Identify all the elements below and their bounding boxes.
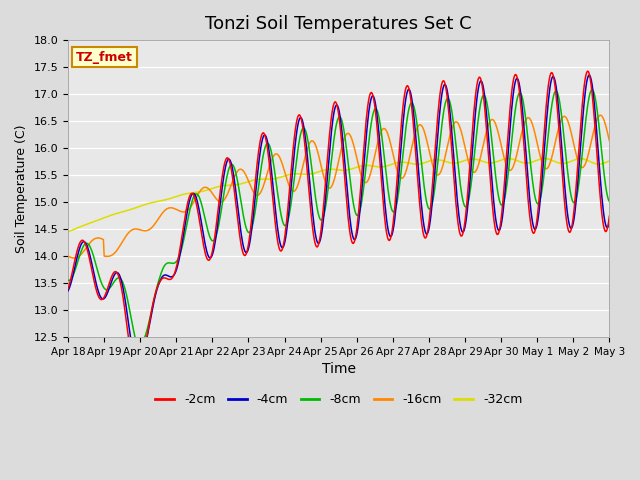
Y-axis label: Soil Temperature (C): Soil Temperature (C) <box>15 124 28 253</box>
Text: TZ_fmet: TZ_fmet <box>76 50 133 63</box>
Legend: -2cm, -4cm, -8cm, -16cm, -32cm: -2cm, -4cm, -8cm, -16cm, -32cm <box>150 388 527 411</box>
X-axis label: Time: Time <box>322 362 356 376</box>
Title: Tonzi Soil Temperatures Set C: Tonzi Soil Temperatures Set C <box>205 15 472 33</box>
